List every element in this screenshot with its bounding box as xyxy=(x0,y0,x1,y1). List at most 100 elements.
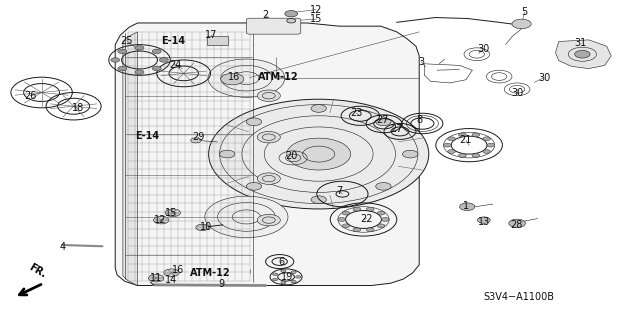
Circle shape xyxy=(367,207,374,211)
Circle shape xyxy=(205,196,288,238)
Polygon shape xyxy=(556,40,611,69)
Text: 29: 29 xyxy=(192,132,205,142)
Circle shape xyxy=(148,274,164,282)
Text: 5: 5 xyxy=(522,7,528,17)
Circle shape xyxy=(118,66,127,71)
Text: 19: 19 xyxy=(281,272,294,282)
Circle shape xyxy=(285,11,298,17)
Circle shape xyxy=(291,280,296,283)
Circle shape xyxy=(311,105,326,112)
Text: 17: 17 xyxy=(205,30,218,40)
Text: 6: 6 xyxy=(278,256,285,267)
Circle shape xyxy=(191,138,201,143)
Text: 7: 7 xyxy=(336,186,342,197)
Text: 30: 30 xyxy=(538,72,550,83)
Circle shape xyxy=(208,59,285,97)
Circle shape xyxy=(152,66,161,71)
Circle shape xyxy=(472,133,480,137)
Text: 20: 20 xyxy=(285,151,298,161)
Circle shape xyxy=(447,150,455,153)
Circle shape xyxy=(311,196,326,204)
Text: 15: 15 xyxy=(310,14,323,24)
Text: 21: 21 xyxy=(460,135,472,145)
Circle shape xyxy=(447,137,455,141)
Text: E-14: E-14 xyxy=(135,131,159,141)
Circle shape xyxy=(477,217,490,223)
Circle shape xyxy=(378,224,385,228)
Circle shape xyxy=(444,143,451,147)
Circle shape xyxy=(209,99,429,209)
Text: 1: 1 xyxy=(463,201,469,211)
Circle shape xyxy=(257,131,280,143)
Circle shape xyxy=(273,273,278,276)
Circle shape xyxy=(291,271,296,273)
Text: 9: 9 xyxy=(218,279,225,289)
Circle shape xyxy=(135,70,144,74)
Text: FR.: FR. xyxy=(27,263,47,280)
FancyBboxPatch shape xyxy=(207,36,228,45)
Circle shape xyxy=(281,282,286,284)
Text: 3: 3 xyxy=(418,56,424,67)
Circle shape xyxy=(154,216,169,224)
Circle shape xyxy=(152,49,161,54)
Circle shape xyxy=(246,118,262,126)
Text: 12: 12 xyxy=(154,215,166,225)
Circle shape xyxy=(257,214,280,226)
Circle shape xyxy=(575,50,590,58)
Circle shape xyxy=(342,224,349,228)
Polygon shape xyxy=(115,23,419,286)
Circle shape xyxy=(296,276,301,278)
Circle shape xyxy=(483,150,491,153)
Text: ATM-12: ATM-12 xyxy=(189,268,230,278)
Text: 4: 4 xyxy=(60,242,66,252)
Circle shape xyxy=(246,182,262,190)
Text: 15: 15 xyxy=(165,208,178,218)
Circle shape xyxy=(353,228,360,232)
Circle shape xyxy=(111,58,120,62)
Text: S3V4−A1100B: S3V4−A1100B xyxy=(483,292,554,302)
Text: 28: 28 xyxy=(510,220,523,230)
Circle shape xyxy=(281,270,286,272)
Circle shape xyxy=(509,219,525,227)
FancyBboxPatch shape xyxy=(246,18,301,34)
Circle shape xyxy=(353,207,360,211)
Circle shape xyxy=(458,133,466,137)
Text: 16: 16 xyxy=(172,265,185,275)
Circle shape xyxy=(376,118,391,126)
Circle shape xyxy=(220,150,235,158)
Polygon shape xyxy=(123,32,138,286)
Text: ATM-12: ATM-12 xyxy=(258,71,299,82)
Circle shape xyxy=(159,58,168,62)
Circle shape xyxy=(460,203,475,211)
Text: 24: 24 xyxy=(169,60,182,70)
Circle shape xyxy=(287,138,351,170)
Text: 13: 13 xyxy=(477,217,490,227)
Circle shape xyxy=(381,218,389,221)
Text: 18: 18 xyxy=(72,103,84,114)
Text: E-14: E-14 xyxy=(161,35,185,46)
Text: 25: 25 xyxy=(120,35,133,46)
Text: 27: 27 xyxy=(390,124,403,134)
Circle shape xyxy=(287,19,296,23)
Text: 30: 30 xyxy=(477,44,490,55)
Circle shape xyxy=(257,173,280,184)
Circle shape xyxy=(512,19,531,29)
Circle shape xyxy=(458,153,466,157)
Text: 22: 22 xyxy=(360,213,373,224)
Text: 14: 14 xyxy=(164,275,177,285)
Circle shape xyxy=(487,143,495,147)
Circle shape xyxy=(118,49,127,54)
Text: 31: 31 xyxy=(574,38,587,48)
Circle shape xyxy=(342,211,349,215)
Circle shape xyxy=(257,90,280,101)
Circle shape xyxy=(472,153,480,157)
Circle shape xyxy=(338,218,346,221)
Circle shape xyxy=(196,224,209,231)
Circle shape xyxy=(221,73,244,85)
Circle shape xyxy=(135,46,144,50)
Text: 26: 26 xyxy=(24,91,36,101)
Text: 12: 12 xyxy=(310,4,323,15)
Text: 27: 27 xyxy=(376,115,388,125)
Text: 23: 23 xyxy=(350,108,363,118)
Text: 10: 10 xyxy=(200,222,212,232)
